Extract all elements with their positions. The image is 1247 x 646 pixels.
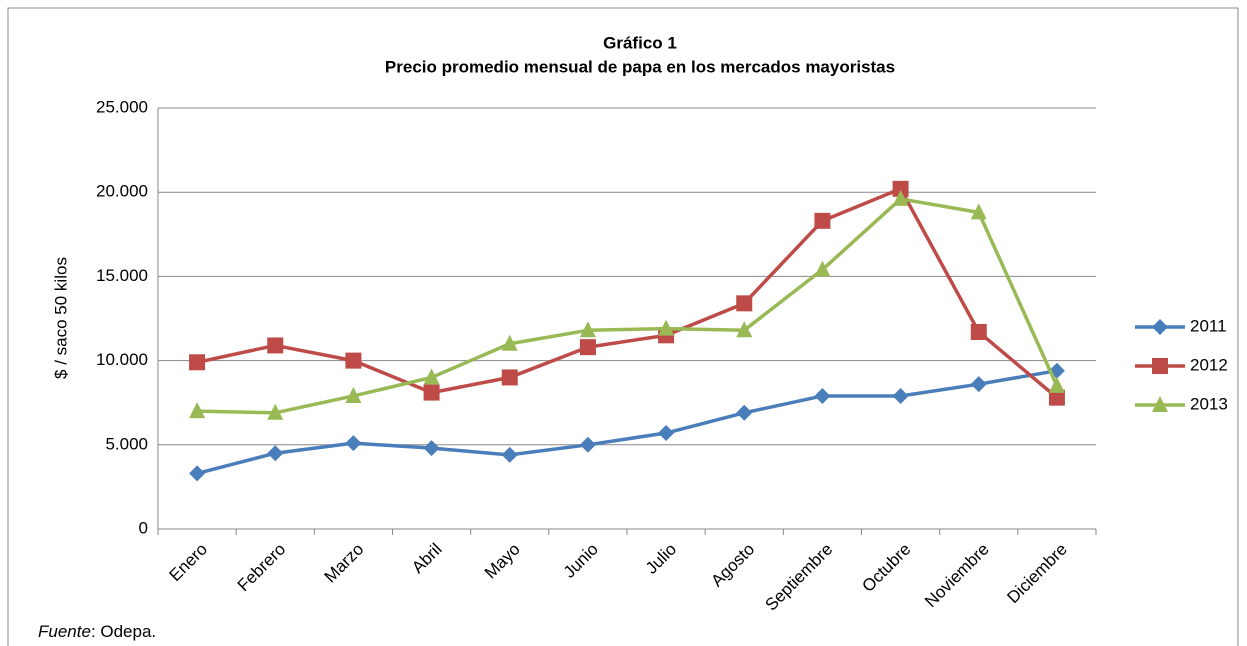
marker (501, 369, 518, 386)
marker (189, 402, 206, 419)
marker (345, 386, 362, 403)
marker (1152, 396, 1168, 412)
chart-title: Gráfico 1 (603, 33, 677, 52)
marker (892, 189, 909, 206)
marker (1152, 319, 1168, 335)
source-text: : Odepa. (91, 622, 156, 641)
marker (267, 403, 284, 420)
series-line (197, 197, 1059, 415)
marker (814, 212, 831, 229)
marker (345, 352, 362, 369)
marker (736, 404, 753, 421)
marker (736, 321, 753, 338)
marker (267, 337, 284, 354)
y-tick-label: 10.000 (96, 350, 148, 369)
y-tick-label: 5.000 (105, 434, 148, 453)
y-tick-label: 15.000 (96, 266, 148, 285)
series-line (196, 368, 1058, 476)
marker (970, 323, 987, 340)
marker (658, 319, 675, 336)
legend-label: 2013 (1190, 394, 1228, 413)
marker (579, 436, 596, 453)
marker (892, 387, 909, 404)
series-line (196, 187, 1059, 399)
marker (1048, 376, 1065, 393)
marker (658, 425, 675, 442)
y-tick-label: 20.000 (96, 182, 148, 201)
chart-subtitle: Precio promedio mensual de papa en los m… (385, 57, 895, 76)
marker (1152, 358, 1168, 374)
legend-label: 2011 (1190, 316, 1227, 335)
source: Fuente: Odepa. (38, 622, 156, 641)
marker (579, 339, 596, 356)
marker (267, 445, 284, 462)
marker (345, 435, 362, 452)
marker (970, 376, 987, 393)
frame (7, 7, 1239, 646)
y-tick-label: 0 (139, 518, 148, 537)
marker (814, 260, 831, 277)
marker (1048, 389, 1065, 406)
marker (579, 321, 596, 338)
marker (736, 295, 753, 312)
source-label: Fuente (38, 622, 91, 641)
marker (423, 440, 440, 457)
marker (189, 465, 206, 482)
y-axis-label: $ / saco 50 kilos (51, 257, 70, 379)
marker (501, 446, 518, 463)
legend-label: 2012 (1190, 355, 1228, 374)
marker (970, 203, 987, 220)
marker (423, 384, 440, 401)
y-tick-label: 25.000 (96, 97, 148, 116)
marker (189, 354, 206, 371)
marker (814, 387, 831, 404)
marker (423, 368, 440, 385)
marker (501, 334, 518, 351)
marker (892, 180, 909, 197)
